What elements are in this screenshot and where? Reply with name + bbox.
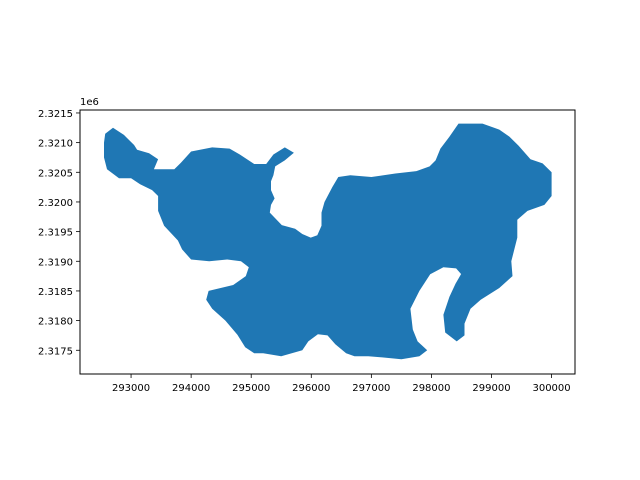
x-tick-label: 300000: [532, 383, 570, 394]
y-axis: 2.3175 2.3180 2.3185 2.3190 2.3195 2.3200 2.32…: [38, 109, 80, 357]
axes-frame: [79, 109, 576, 375]
y-tick-label: 2.3210: [38, 139, 73, 150]
y-tick-label: 2.3185: [38, 287, 73, 298]
y-tick-label: 2.3215: [38, 109, 73, 120]
x-tick-label: 295000: [232, 383, 270, 394]
x-tick-label: 296000: [292, 383, 330, 394]
x-tick-label: 299000: [472, 383, 510, 394]
x-axis: 293000 294000 295000 296000 297000 298000 2990…: [112, 374, 571, 394]
x-tick-label: 298000: [412, 383, 450, 394]
x-tick-label: 293000: [112, 383, 150, 394]
y-tick-label: 2.3205: [38, 168, 73, 179]
x-tick-label: 297000: [352, 383, 390, 394]
y-tick-label: 2.3180: [38, 317, 73, 328]
y-tick-label: 2.3190: [38, 257, 73, 268]
x-tick-label: 294000: [172, 383, 210, 394]
y-tick-label: 2.3200: [38, 198, 73, 209]
y-tick-label: 2.3195: [38, 228, 73, 239]
region-polygon: [104, 123, 552, 360]
plot-area: [104, 123, 552, 360]
y-tick-label: 2.3175: [38, 346, 73, 357]
y-offset-label: 1e6: [80, 97, 99, 108]
